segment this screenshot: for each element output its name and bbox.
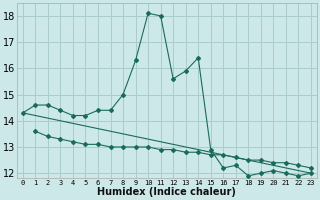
- X-axis label: Humidex (Indice chaleur): Humidex (Indice chaleur): [98, 187, 236, 197]
